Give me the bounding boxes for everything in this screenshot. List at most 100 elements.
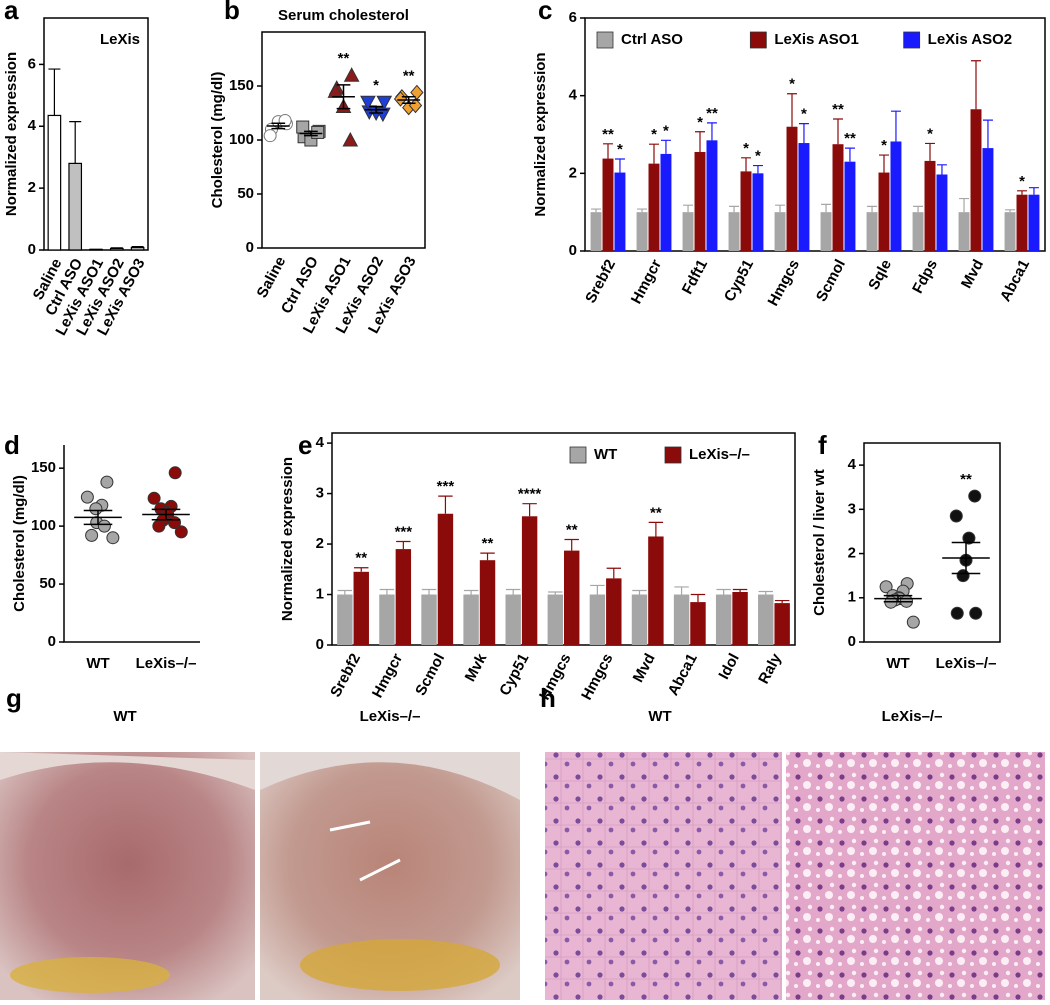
error-bar bbox=[480, 552, 495, 561]
bar bbox=[706, 140, 718, 251]
panel-label: a bbox=[4, 0, 19, 25]
x-tick-label: Hmgcr bbox=[628, 257, 665, 307]
significance: **** bbox=[518, 486, 542, 503]
x-tick-label: Hmgcs bbox=[765, 257, 803, 309]
photo-detail bbox=[260, 752, 520, 800]
error-bar bbox=[732, 588, 748, 592]
data-point bbox=[89, 502, 103, 516]
data-point bbox=[263, 129, 277, 143]
legend-label: LeXis–/– bbox=[689, 446, 750, 463]
error-bar bbox=[649, 143, 659, 164]
bar bbox=[602, 158, 614, 251]
sem-bar bbox=[336, 96, 351, 110]
y-axis-label: Normalized expression bbox=[532, 52, 549, 216]
legend-label: Ctrl ASO bbox=[621, 31, 683, 48]
significance: * bbox=[651, 126, 657, 143]
bar bbox=[786, 126, 798, 251]
data-point bbox=[969, 606, 983, 620]
x-tick-label: Scmol bbox=[412, 651, 448, 699]
y-tick-label: 50 bbox=[237, 185, 254, 202]
x-tick-label: Fdft1 bbox=[679, 257, 711, 297]
x-tick-label: LeXis–/– bbox=[936, 655, 997, 672]
y-tick-label: 4 bbox=[569, 87, 578, 104]
significance: * bbox=[373, 77, 379, 94]
error-bar bbox=[821, 203, 832, 213]
error-bar bbox=[591, 208, 602, 213]
data-point bbox=[174, 525, 188, 539]
bar bbox=[866, 212, 878, 251]
sem-bar bbox=[304, 130, 318, 134]
y-axis-label: Normalized expression bbox=[279, 457, 296, 621]
significance: ** bbox=[832, 101, 844, 118]
error-bar bbox=[879, 154, 889, 173]
histology-image bbox=[545, 752, 782, 1000]
legend-swatch bbox=[903, 31, 921, 49]
panel-h: h WT LeXis–/– bbox=[540, 683, 1045, 1000]
error-bar bbox=[936, 164, 947, 175]
x-tick-label: Srebf2 bbox=[582, 257, 619, 306]
error-bar bbox=[505, 588, 521, 595]
significance: ** bbox=[650, 504, 662, 521]
sem-bar bbox=[401, 96, 416, 101]
bar bbox=[1016, 194, 1028, 251]
error-bar bbox=[971, 60, 981, 110]
x-tick-label: WT bbox=[86, 655, 109, 672]
legend-swatch bbox=[596, 31, 614, 49]
bar bbox=[715, 594, 732, 645]
sem-bar bbox=[369, 109, 383, 114]
annotation: LeXis bbox=[100, 31, 140, 48]
error-bar bbox=[1028, 187, 1039, 195]
sem-bar bbox=[951, 541, 981, 558]
bar bbox=[958, 212, 970, 251]
error-bar bbox=[131, 245, 144, 248]
error-bar bbox=[396, 540, 411, 550]
panel-label: b bbox=[224, 0, 240, 25]
significance: * bbox=[789, 76, 795, 93]
error-bar bbox=[690, 593, 706, 603]
bar bbox=[774, 212, 786, 251]
x-tick-label: Saline bbox=[254, 254, 290, 301]
error-bar bbox=[548, 591, 563, 595]
x-tick-label: Mvk bbox=[462, 650, 491, 684]
error-bar bbox=[890, 110, 901, 142]
bar bbox=[660, 153, 672, 251]
error-bar bbox=[632, 589, 647, 595]
bar bbox=[1004, 212, 1016, 251]
y-tick-label: 4 bbox=[28, 117, 37, 134]
error-bar bbox=[774, 599, 790, 604]
x-tick-label: Raly bbox=[755, 650, 785, 687]
error-bar bbox=[354, 567, 369, 572]
y-tick-label: 4 bbox=[848, 456, 857, 473]
y-tick-label: 6 bbox=[569, 9, 577, 26]
chart-c: c Normalized expression 0 2 4 6 Srebf2 Hmgcr Fdf… bbox=[532, 0, 1046, 309]
y-axis-label: Cholesterol (mg/dl) bbox=[11, 475, 28, 612]
bar bbox=[463, 594, 479, 645]
y-axis-label: Cholesterol (mg/dl) bbox=[209, 72, 226, 209]
y-tick-label: 0 bbox=[48, 633, 56, 650]
photo-detail bbox=[0, 752, 255, 790]
significance: ** bbox=[338, 50, 350, 67]
data-point bbox=[168, 466, 182, 480]
error-bar bbox=[833, 118, 843, 145]
bar bbox=[732, 592, 748, 645]
y-tick-label: 2 bbox=[28, 179, 36, 196]
y-tick-label: 0 bbox=[316, 636, 324, 653]
x-tick-label: WT bbox=[886, 655, 909, 672]
bar bbox=[109, 247, 124, 251]
bar bbox=[682, 212, 694, 251]
bar bbox=[68, 162, 83, 251]
bar bbox=[728, 212, 740, 251]
significance: * bbox=[617, 141, 623, 158]
bar bbox=[337, 594, 353, 645]
error-bar bbox=[603, 143, 613, 159]
error-bar bbox=[913, 205, 924, 213]
photo-detail bbox=[329, 820, 401, 882]
data-point bbox=[152, 519, 166, 533]
bar bbox=[970, 109, 982, 251]
data-point bbox=[949, 509, 963, 523]
plot-frame bbox=[331, 432, 796, 646]
plot-frame bbox=[863, 442, 1001, 643]
bar bbox=[758, 594, 774, 645]
